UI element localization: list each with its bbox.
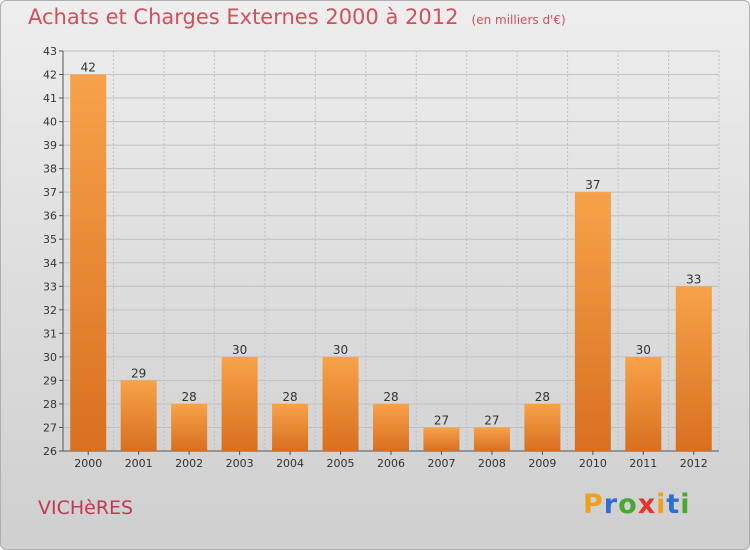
value-label: 27 [434,413,449,427]
bar-2002 [171,403,208,451]
bar-2008 [473,427,510,451]
y-tick-label: 38 [43,163,57,176]
x-tick-label: 2009 [528,457,556,470]
town-name: VICHèRES [38,497,134,519]
x-tick-label: 2007 [427,457,455,470]
bar-2003 [221,356,258,451]
value-label: 28 [182,390,197,404]
x-tick-label: 2005 [327,457,355,470]
chart-unit-text: (en milliers d'€) [471,13,566,27]
logo-letter: i [656,489,667,520]
y-tick-label: 29 [43,374,57,387]
bar-2005 [322,356,359,451]
logo-letter: t [666,489,681,520]
bar-2006 [373,403,409,451]
value-label: 28 [535,390,550,404]
x-tick-label: 2006 [377,457,405,470]
value-label: 30 [232,343,247,357]
y-tick-label: 28 [43,398,57,411]
value-label: 30 [636,343,651,357]
y-tick-label: 42 [43,69,57,82]
bar-2012 [675,286,712,451]
x-tick-label: 2002 [175,457,203,470]
y-tick-label: 39 [43,139,57,152]
bar-2010 [574,192,611,452]
x-tick-label: 2001 [125,457,153,470]
value-label: 29 [131,366,146,380]
y-tick-label: 30 [43,351,57,364]
bar-2000 [70,74,107,451]
bar-2009 [524,403,561,451]
value-label: 37 [585,178,600,192]
y-tick-label: 27 [43,421,57,434]
value-label: 28 [282,390,297,404]
value-label: 27 [484,413,499,427]
value-label: 33 [686,272,701,286]
bar-2007 [423,427,460,451]
logo-letter: o [618,489,638,520]
y-tick-label: 43 [43,45,57,58]
logo-letter: i [680,489,691,520]
x-tick-label: 2008 [478,457,506,470]
bar-2001 [120,380,157,451]
y-tick-label: 40 [43,116,57,129]
y-tick-label: 26 [43,445,57,458]
y-tick-label: 36 [43,210,57,223]
proxiti-logo[interactable]: Proxiti [583,489,691,520]
x-tick-label: 2004 [276,457,304,470]
logo-letter: r [603,489,619,520]
chart-title-text: Achats et Charges Externes 2000 à 2012 [28,5,459,29]
x-tick-label: 2003 [226,457,254,470]
x-tick-label: 2012 [680,457,708,470]
x-tick-label: 2011 [629,457,657,470]
value-label: 28 [383,390,398,404]
y-tick-label: 41 [43,92,57,105]
x-tick-label: 2000 [74,457,102,470]
value-label: 30 [333,343,348,357]
bar-2004 [272,403,309,451]
y-tick-label: 34 [43,257,57,270]
y-tick-label: 35 [43,233,57,246]
y-tick-label: 33 [43,280,57,293]
logo-letter: x [637,489,657,520]
value-label: 42 [81,61,96,75]
logo-letter: P [583,489,604,520]
x-tick-label: 2010 [579,457,607,470]
y-tick-label: 32 [43,304,57,317]
bar-2011 [625,356,662,451]
chart-title: Achats et Charges Externes 2000 à 2012 (… [28,5,566,29]
y-tick-label: 31 [43,327,57,340]
y-tick-label: 37 [43,186,57,199]
